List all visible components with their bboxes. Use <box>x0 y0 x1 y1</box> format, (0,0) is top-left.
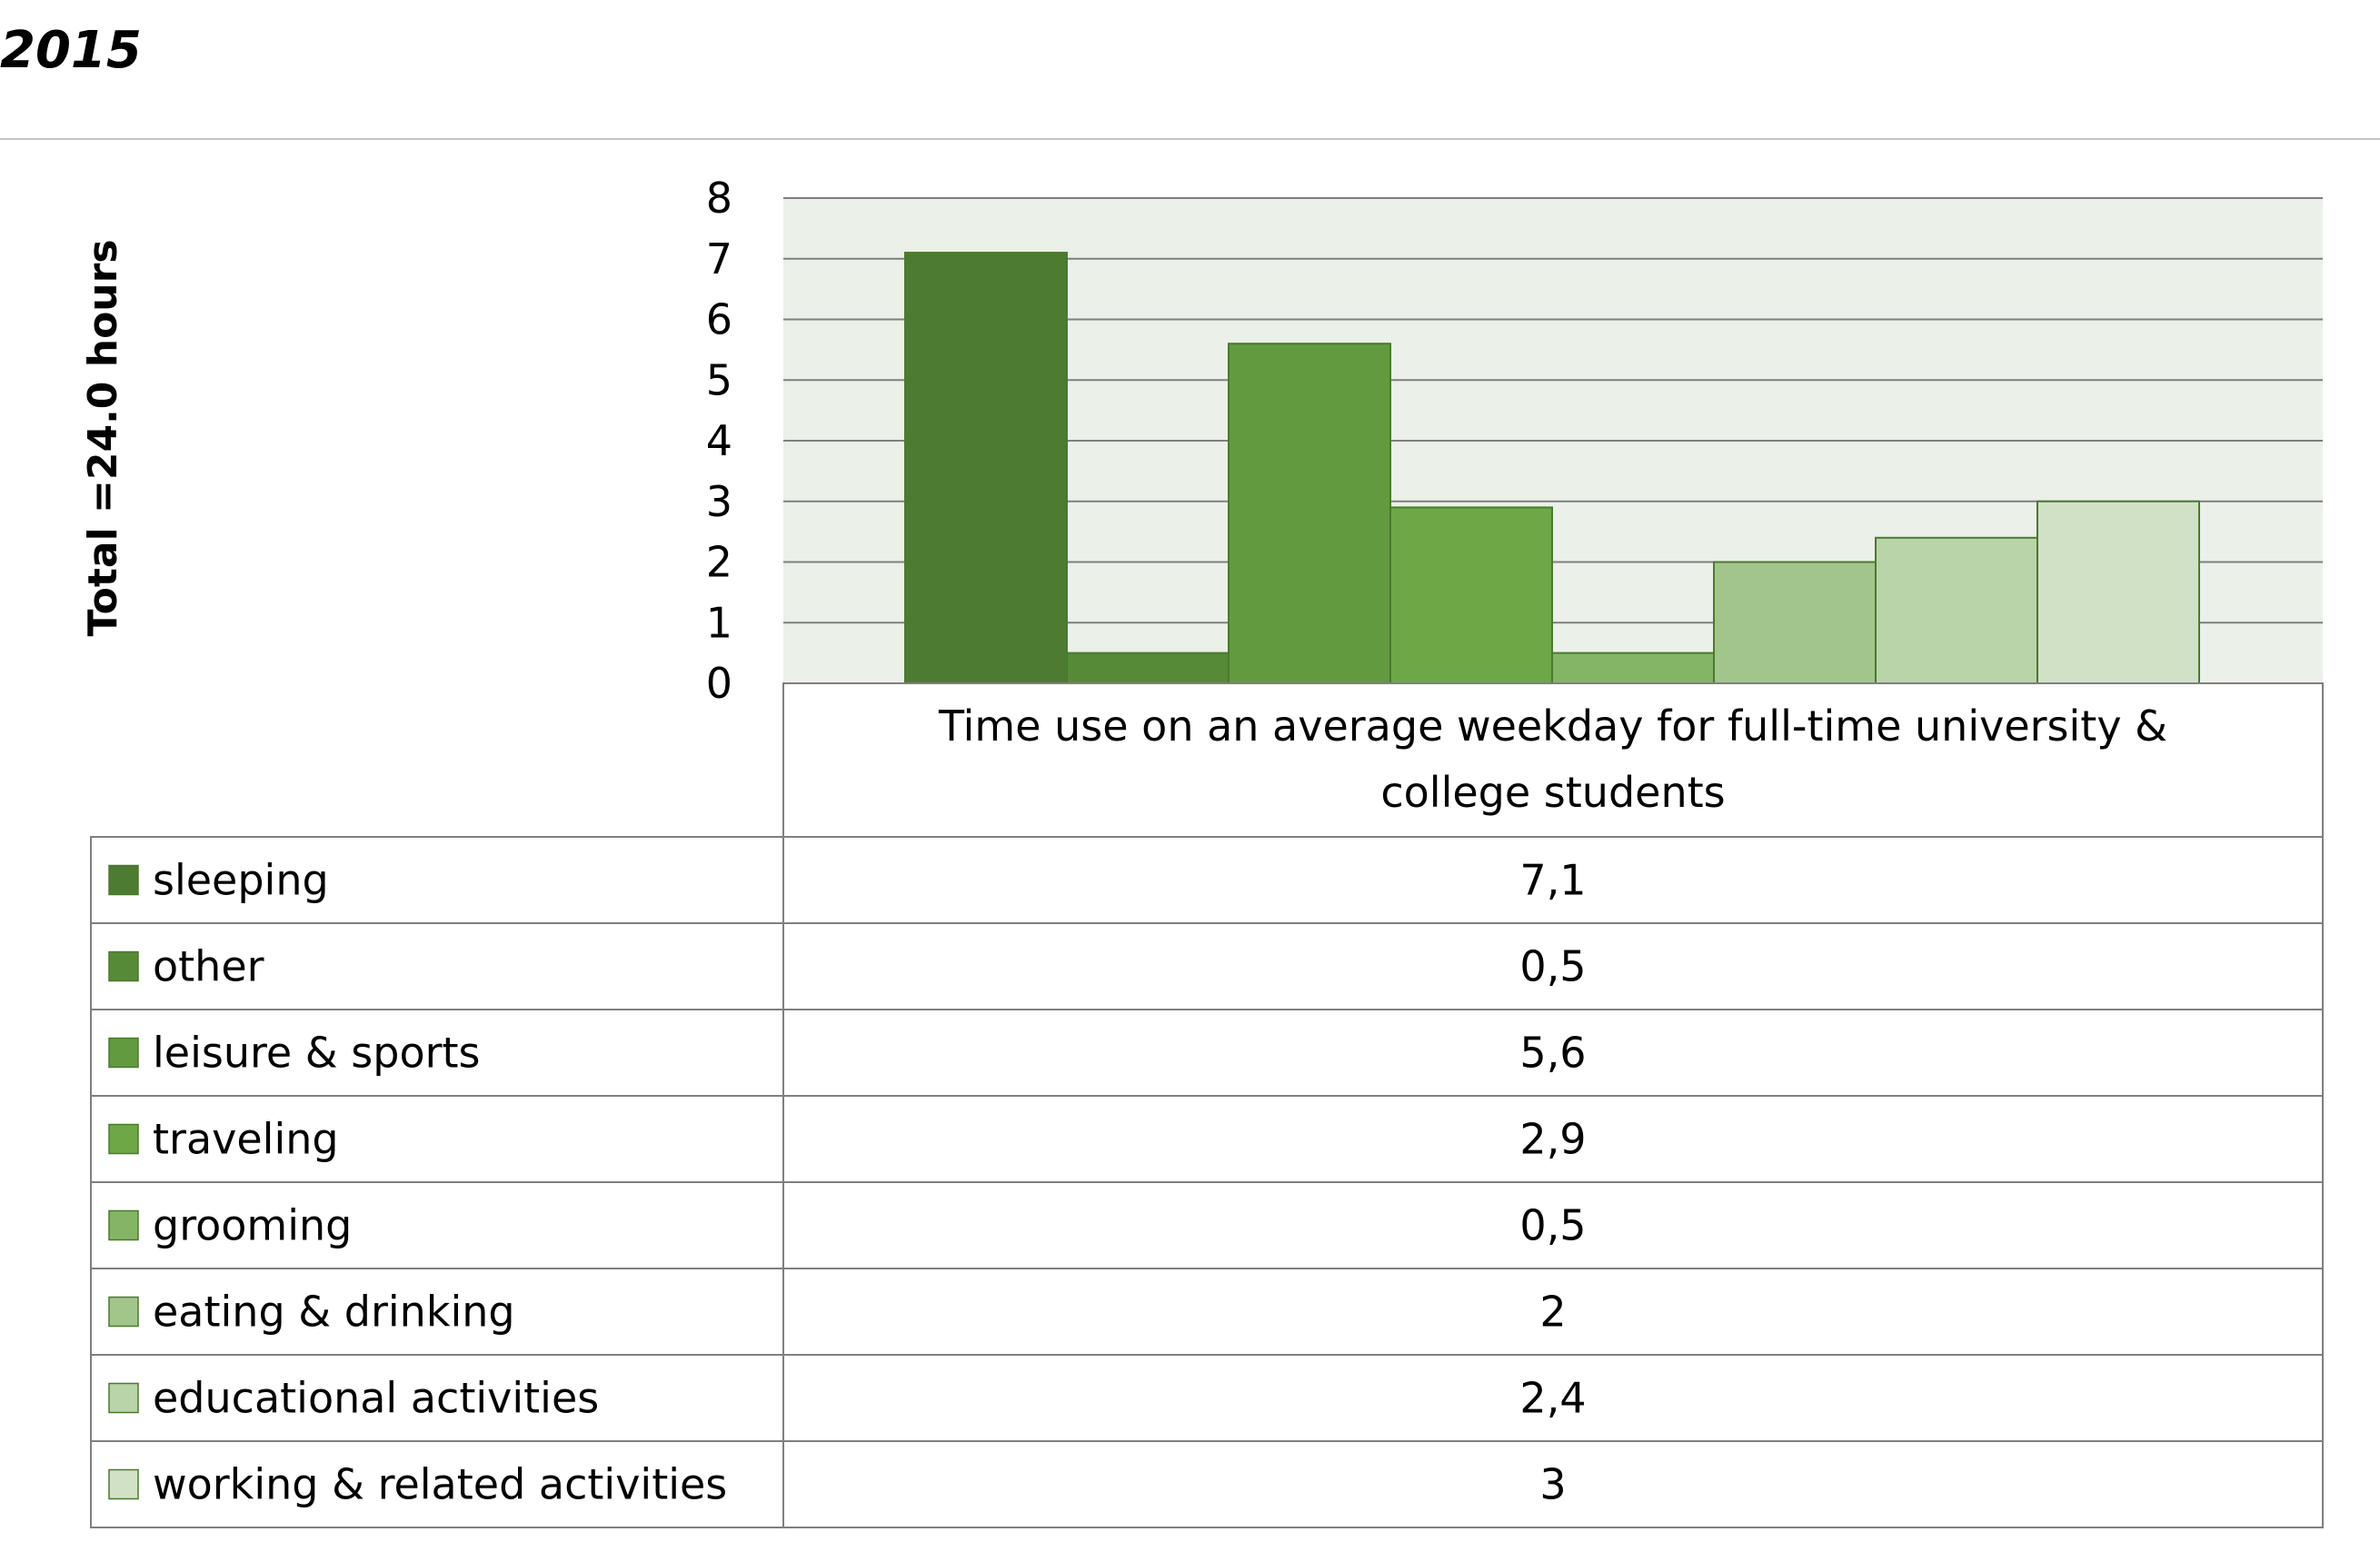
bar <box>1875 536 2038 684</box>
y-tick-label: 3 <box>706 477 732 526</box>
data-label: 0,5 <box>1519 942 1586 991</box>
legend-swatch <box>108 864 139 896</box>
legend-label: other <box>153 942 264 991</box>
bar <box>904 252 1068 684</box>
title-divider <box>0 138 2380 140</box>
legend-swatch <box>108 950 139 982</box>
y-tick-label: 7 <box>706 234 732 284</box>
legend-swatch <box>108 1468 139 1500</box>
data-label: 5,6 <box>1519 1029 1586 1078</box>
y-tick-label: 2 <box>706 538 732 587</box>
legend-swatch <box>108 1123 139 1155</box>
bar <box>2036 500 2200 684</box>
bar <box>1066 652 1230 684</box>
y-tick-label: 0 <box>706 659 732 708</box>
legend-label: sleeping <box>153 856 329 905</box>
page-title: 2015 <box>0 21 142 80</box>
legend-label: traveling <box>153 1115 339 1164</box>
bar <box>1389 506 1553 684</box>
data-label: 3 <box>1539 1460 1566 1509</box>
legend-swatch <box>108 1296 139 1328</box>
data-label: 2,4 <box>1519 1374 1586 1423</box>
data-label: 2 <box>1539 1288 1566 1337</box>
legend-label: leisure & sports <box>153 1029 481 1078</box>
data-label: 2,9 <box>1519 1115 1586 1164</box>
bar <box>1713 561 1877 684</box>
category-label: college students <box>1380 768 1725 817</box>
legend-label: working & related activities <box>153 1460 727 1509</box>
value-cell <box>782 1440 2324 1528</box>
data-label: 0,5 <box>1519 1201 1586 1250</box>
y-tick-label: 1 <box>706 598 732 647</box>
data-label: 7,1 <box>1519 856 1586 905</box>
y-tick-label: 8 <box>706 174 732 223</box>
y-tick-label: 6 <box>706 295 732 344</box>
legend-swatch <box>108 1209 139 1241</box>
legend-label: grooming <box>153 1201 352 1250</box>
legend-swatch <box>108 1037 139 1069</box>
legend-label: educational activities <box>153 1374 599 1423</box>
y-tick-label: 4 <box>706 416 732 465</box>
bar <box>1228 343 1391 684</box>
legend-swatch <box>108 1382 139 1414</box>
legend-label: eating & drinking <box>153 1288 515 1337</box>
y-tick-label: 5 <box>706 355 732 404</box>
category-label: Time use on an average weekday for full-… <box>938 701 2167 751</box>
bar <box>1551 652 1715 684</box>
